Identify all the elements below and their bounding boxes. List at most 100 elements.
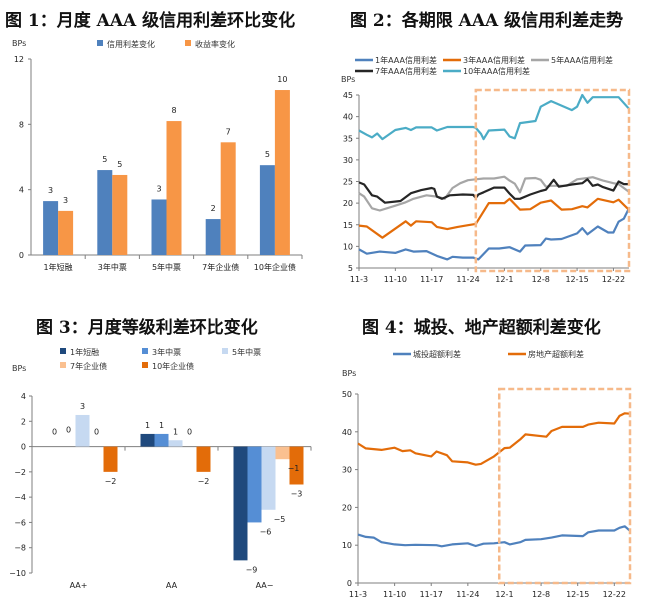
fig3-x-tick-label: AA+ xyxy=(70,581,88,590)
fig1-bar-1-0 xyxy=(58,210,74,255)
fig3-data-label: 1 xyxy=(145,421,150,430)
fig2-y-tick-label: 40 xyxy=(343,113,353,122)
fig3-x-tick-label: AA− xyxy=(256,581,274,590)
fig2-x-tick-label: 11-3 xyxy=(350,275,368,284)
fig3-bar-0-2 xyxy=(233,446,248,561)
fig3-bar-4-2 xyxy=(289,446,304,485)
fig3-y-tick-label: 0 xyxy=(21,443,26,452)
fig1-x-tick-label: 10年企业债 xyxy=(254,262,296,272)
fig3-bar-3-2 xyxy=(275,446,290,460)
fig3-y-tick-label: 2 xyxy=(21,417,26,426)
fig1-y-tick-label: 8 xyxy=(19,120,24,129)
fig3-legend-label-3: 7年企业债 xyxy=(70,361,107,371)
fig3-legend-swatch-3 xyxy=(60,362,66,368)
fig2-series-line-4 xyxy=(358,93,630,141)
fig1-x-tick-label: 1年短融 xyxy=(44,262,73,272)
fig3-bar-1-1 xyxy=(154,433,169,447)
fig3-bar-2-1 xyxy=(168,440,183,447)
fig2-series-line-0 xyxy=(358,207,630,261)
fig3-legend-label-2: 5年中票 xyxy=(232,347,261,357)
fig3-legend-label-1: 3年中票 xyxy=(152,347,181,357)
fig3-data-label: −3 xyxy=(291,490,303,499)
fig1-x-tick-label: 5年中票 xyxy=(152,262,181,272)
fig3-data-label: −1 xyxy=(288,464,300,473)
fig4-x-tick-label: 11-17 xyxy=(420,590,443,599)
fig4-x-tick-label: 12-22 xyxy=(603,590,626,599)
fig1-data-label: 2 xyxy=(211,204,216,213)
fig3-data-label: −6 xyxy=(260,527,272,536)
fig3-legend-label-0: 1年短融 xyxy=(70,347,99,357)
fig2-y-tick-label: 45 xyxy=(343,91,353,100)
fig1-legend-label-0: 信用利差变化 xyxy=(107,39,155,49)
fig3-legend-label-4: 10年企业债 xyxy=(152,361,194,371)
fig3-y-tick-label: −8 xyxy=(14,544,26,553)
fig1-data-label: 3 xyxy=(156,184,161,193)
fig2-legend-label-2: 5年AAA信用利差 xyxy=(551,55,613,65)
fig2-x-tick-label: 12-22 xyxy=(602,275,625,284)
fig1-data-label: 5 xyxy=(265,150,270,159)
fig1-legend-swatch-0 xyxy=(97,40,103,46)
fig3-data-label: 0 xyxy=(187,428,192,437)
fig1-bar-1-1 xyxy=(112,174,128,255)
fig2-x-tick-label: 12-1 xyxy=(495,275,513,284)
fig3-y-tick-label: −10 xyxy=(9,569,26,578)
fig2-x-tick-label: 12-15 xyxy=(565,275,588,284)
fig3-legend-swatch-4 xyxy=(142,362,148,368)
fig1-y-tick-label: 4 xyxy=(19,186,24,195)
fig2-series-line-1 xyxy=(358,197,630,239)
fig1-y-tick-label: 12 xyxy=(14,55,24,64)
fig4-y-tick-label: 10 xyxy=(342,541,352,550)
fig4-y-tick-label: 40 xyxy=(342,428,352,437)
fig2-series-line-2 xyxy=(358,175,630,212)
fig4-x-tick-label: 12-8 xyxy=(532,590,550,599)
fig2-legend-label-4: 10年AAA信用利差 xyxy=(463,66,530,76)
fig3-data-label: −5 xyxy=(274,515,286,524)
fig4-chart xyxy=(355,352,632,586)
fig3-bar-4-1 xyxy=(196,446,211,472)
fig4-series-line-1 xyxy=(357,412,631,466)
fig3-data-label: 0 xyxy=(94,428,99,437)
fig2-x-tick-label: 11-10 xyxy=(384,275,407,284)
fig4-x-tick-label: 11-10 xyxy=(383,590,406,599)
fig2-legend-label-3: 7年AAA信用利差 xyxy=(375,66,437,76)
fig2-title: 图 2：各期限 AAA 级信用利差走势 xyxy=(350,11,624,31)
fig3-y-unit: BPs xyxy=(12,364,26,373)
fig2-y-tick-label: 30 xyxy=(343,156,353,165)
fig1-bar-0-1 xyxy=(97,170,113,255)
fig4-x-tick-label: 11-24 xyxy=(456,590,479,599)
fig1-bar-0-2 xyxy=(151,199,167,255)
fig2-x-tick-label: 12-8 xyxy=(532,275,550,284)
fig1-data-label: 7 xyxy=(226,127,231,136)
fig1-title: 图 1：月度 AAA 级信用利差环比变化 xyxy=(5,11,296,31)
fig3-data-label: −2 xyxy=(198,477,210,486)
fig1-y-tick-label: 0 xyxy=(19,251,24,260)
fig1-data-label: 3 xyxy=(48,186,53,195)
fig3-bar-0-1 xyxy=(140,433,155,447)
fig2-chart xyxy=(355,58,631,273)
fig1-data-label: 8 xyxy=(171,106,176,115)
fig4-x-tick-label: 11-3 xyxy=(349,590,367,599)
fig1-data-label: 5 xyxy=(117,160,122,169)
fig3-chart xyxy=(29,348,312,574)
fig4-highlight-box xyxy=(497,387,632,585)
fig3-bar-2-2 xyxy=(261,446,276,510)
fig4-x-tick-label: 12-1 xyxy=(495,590,513,599)
fig3-data-label: 0 xyxy=(52,428,57,437)
fig4-title: 图 4：城投、地产超额利差变化 xyxy=(362,318,601,338)
fig4-legend-label-1: 房地产超额利差 xyxy=(528,349,584,359)
fig3-data-label: 1 xyxy=(173,427,178,436)
fig3-legend-swatch-0 xyxy=(60,348,66,354)
fig1-bar-0-4 xyxy=(259,165,275,255)
fig3-bar-1-2 xyxy=(247,446,262,523)
fig4-y-tick-label: 50 xyxy=(342,390,352,399)
fig4-y-tick-label: 0 xyxy=(347,579,352,588)
fig2-highlight-box xyxy=(474,88,631,273)
fig3-legend-swatch-2 xyxy=(222,348,228,354)
fig1-legend-label-1: 收益率变化 xyxy=(195,39,235,49)
fig3-y-tick-label: −2 xyxy=(14,468,26,477)
fig2-y-tick-label: 15 xyxy=(343,221,353,230)
fig3-data-label: −9 xyxy=(246,565,258,574)
fig3-bar-2-0 xyxy=(75,414,90,447)
fig1-data-label: 5 xyxy=(102,155,107,164)
